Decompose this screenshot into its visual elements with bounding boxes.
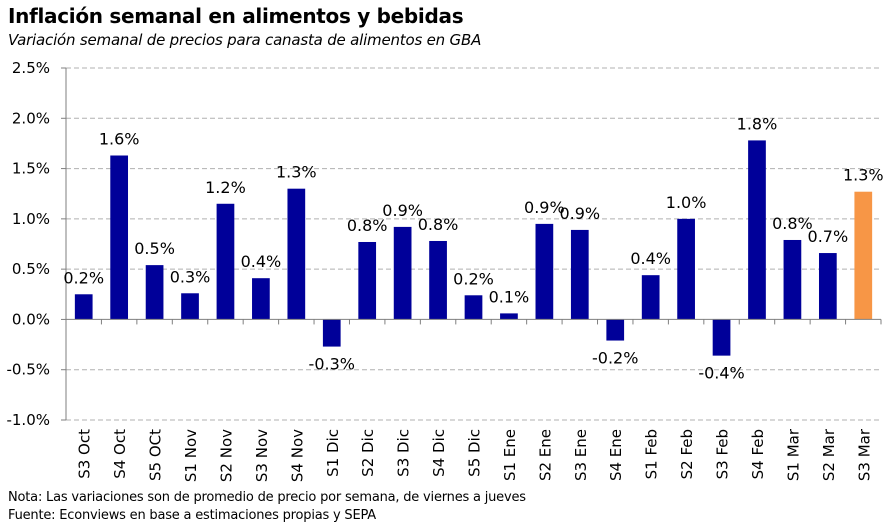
category-label: S2 Dic [359,429,377,477]
bar [181,293,199,320]
category-label: S1 Feb [643,429,661,479]
y-tick-label: -1.0% [6,411,50,429]
data-label: 0.8% [347,216,388,235]
category-label: S4 Feb [749,429,767,479]
bar [748,140,766,320]
chart-source: Fuente: Econviews en base a estimaciones… [8,508,376,523]
data-label: 1.3% [843,166,884,185]
bar [429,240,447,320]
data-label: 0.2% [63,268,104,287]
y-tick-label: 0.0% [12,310,50,328]
data-label: 1.2% [205,178,246,197]
y-tick-label: 2.5% [12,59,50,77]
bar [606,319,625,341]
data-label: 0.7% [808,227,849,246]
bar [535,223,554,320]
bar [110,155,129,320]
chart-subtitle: Variación semanal de precios para canast… [8,31,482,49]
bar [783,239,802,320]
bar [74,294,93,320]
data-label: 0.3% [170,267,211,286]
data-label: 0.8% [772,214,813,233]
category-label: S2 Mar [820,428,838,481]
bar [570,229,589,320]
chart-title: Inflación semanal en alimentos y bebidas [8,4,464,28]
data-label: 1.3% [276,163,317,182]
bar [322,319,341,347]
y-tick-label: 0.5% [12,260,50,278]
chart-note: Nota: Las variaciones son de promedio de… [8,490,526,505]
category-label: S3 Dic [395,429,413,477]
category-label: S1 Dic [324,429,342,477]
category-label: S4 Oct [111,429,129,479]
bar-chart: 2.5% 2.0% 1.5% 1.0% 0.5% 0.0% -0.5% -1.0% 0.2% 1.… [6,59,884,482]
data-label: -0.4% [698,364,744,383]
category-label: S5 OCt [147,429,165,481]
data-label: 1.0% [666,193,707,212]
category-label: S4 Nov [288,429,306,482]
bar [393,226,412,320]
category-label: S1 Nov [182,429,200,482]
bar [641,275,660,320]
y-tick-label: -0.5% [6,361,50,379]
category-label: S4 Ene [607,429,625,481]
category-label: S3 Ene [572,429,590,481]
bar [712,319,731,356]
category-label: S2 Ene [536,429,554,481]
bar [252,278,270,320]
data-label: 0.9% [382,201,423,220]
category-label: S2 Feb [678,429,696,479]
category-label: S4 Dic [430,429,448,477]
bar [464,295,483,320]
data-label: -0.2% [592,349,638,368]
bar [500,313,518,320]
bar [854,191,873,320]
bar [216,203,235,320]
y-tick-label: 1.0% [12,210,50,228]
category-label: S3 Feb [714,429,732,479]
data-label: 0.9% [524,198,565,217]
data-label: -0.3% [309,355,355,374]
category-label: S1 Mar [784,428,802,481]
bar [358,241,377,320]
category-label: S5 Dic [466,429,484,477]
data-label: 1.8% [737,114,778,133]
y-tick-label: 1.5% [12,160,50,178]
category-label: S1 Ene [501,429,519,481]
data-label: 0.5% [134,239,175,258]
category-label: S3 Nov [253,429,271,482]
bar [818,253,837,320]
bar [287,188,306,320]
data-label: 0.2% [453,269,494,288]
bar [677,218,695,320]
category-label: S3 Mar [855,428,873,481]
data-label: 0.4% [241,252,282,271]
data-label: 0.9% [559,204,600,223]
data-label: 0.4% [630,249,671,268]
y-tick-label: 2.0% [12,109,50,127]
data-label: 0.1% [489,287,530,306]
category-label: S3 Oct [76,429,94,479]
bar [145,265,164,320]
data-label: 1.6% [99,129,140,148]
data-label: 0.8% [418,215,459,234]
category-label: S2 Nov [217,429,235,482]
